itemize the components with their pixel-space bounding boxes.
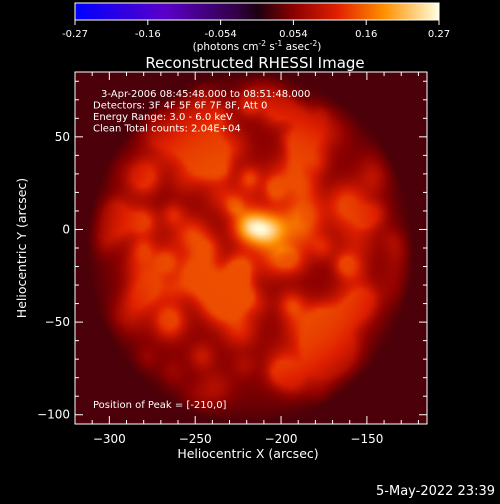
y-tick-label: −50 bbox=[45, 315, 70, 329]
heatmap-image bbox=[75, 72, 427, 424]
colorbar-tick-label: -0.27 bbox=[62, 29, 88, 40]
peak-position-label: Position of Peak = [-210,0] bbox=[93, 400, 227, 411]
timestamp: 5-May-2022 23:39 bbox=[376, 484, 495, 499]
x-tick-label: −300 bbox=[93, 432, 126, 446]
colorbar-tick-label: -0.054 bbox=[204, 29, 236, 40]
colorbar-tick-label: 0.16 bbox=[355, 29, 377, 40]
y-axis-label: Heliocentric Y (arcsec) bbox=[14, 178, 29, 318]
y-tick-label: 50 bbox=[55, 130, 70, 144]
x-tick-label: −150 bbox=[350, 432, 383, 446]
annotation-line: Energy Range: 3.0 - 6.0 keV bbox=[93, 112, 233, 123]
colorbar-tick-label: 0.27 bbox=[428, 29, 450, 40]
annotation-line: Detectors: 3F 4F 5F 6F 7F 8F, Att 0 bbox=[93, 101, 267, 112]
x-axis: −300 −250 −200 −150 bbox=[91, 72, 419, 446]
colorbar-ticks: -0.27 -0.16 -0.054 0.054 0.16 0.27 bbox=[62, 20, 450, 40]
x-axis-label: Heliocentric X (arcsec) bbox=[177, 446, 318, 461]
x-tick-label: −200 bbox=[265, 432, 298, 446]
y-axis: 50 0 −50 −100 bbox=[37, 80, 427, 422]
chart-title: Reconstructed RHESSI Image bbox=[145, 54, 364, 72]
colorbar-unit-label: (photons cm-2 s-1 asec-2) bbox=[193, 39, 322, 53]
colorbar bbox=[74, 2, 440, 21]
y-tick-label: 0 bbox=[62, 222, 70, 236]
annotation-block: 3-Apr-2006 08:45:48.000 to 08:51:48.000D… bbox=[93, 89, 310, 135]
colorbar-tick-label: -0.16 bbox=[135, 29, 161, 40]
annotation-line: Clean Total counts: 2.04E+04 bbox=[93, 124, 241, 135]
y-tick-label: −100 bbox=[37, 408, 70, 422]
colorbar-tick-label: 0.054 bbox=[279, 29, 308, 40]
x-tick-label: −250 bbox=[179, 432, 212, 446]
annotation-line: 3-Apr-2006 08:45:48.000 to 08:51:48.000 bbox=[101, 89, 310, 100]
